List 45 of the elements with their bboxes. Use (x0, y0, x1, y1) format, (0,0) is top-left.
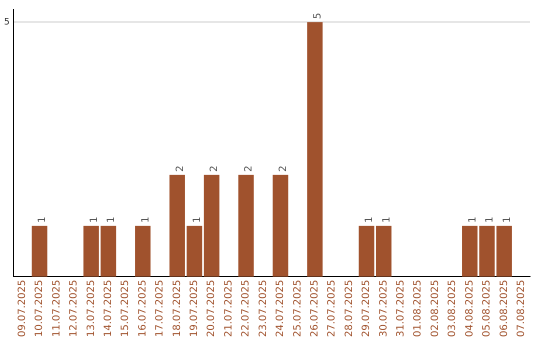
x-tick-label: 29.07.2025 (361, 280, 372, 338)
x-tick-label: 21.07.2025 (223, 280, 234, 338)
x-tick-label: 11.07.2025 (51, 280, 62, 338)
data-label: 1 (467, 216, 478, 223)
x-tick-label: 04.08.2025 (464, 280, 476, 338)
x-tick-label: 16.07.2025 (137, 280, 148, 338)
x-tick-label: 24.07.2025 (275, 280, 286, 338)
x-tick-label: 06.08.2025 (498, 280, 510, 338)
x-tick-label: 15.07.2025 (120, 280, 132, 338)
data-label: 1 (364, 216, 376, 223)
data-label: 2 (209, 166, 220, 172)
x-tick-label: 13.07.2025 (86, 280, 97, 338)
data-label: 1 (502, 216, 513, 223)
x-tick-label: 05.08.2025 (482, 280, 493, 338)
x-tick-label: 26.07.2025 (309, 280, 320, 338)
x-tick-label: 14.07.2025 (102, 280, 114, 338)
data-label: 5 (312, 12, 324, 20)
x-tick-label: 27.07.2025 (326, 280, 338, 338)
x-tick-label: 20.07.2025 (206, 280, 218, 338)
x-tick-label: 01.08.2025 (412, 280, 424, 338)
x-tick-label: 28.07.2025 (344, 280, 355, 338)
x-tick-label: 31.07.2025 (396, 280, 407, 338)
x-tick-label: 22.07.2025 (240, 280, 252, 338)
data-label: 1 (381, 216, 392, 223)
data-label: 2 (174, 166, 186, 172)
data-label: 1 (37, 216, 48, 223)
x-tick-label: 30.07.2025 (378, 280, 390, 338)
x-tick-label: 02.08.2025 (430, 280, 441, 338)
data-label: 2 (244, 166, 255, 172)
x-tick-label: 09.07.2025 (16, 280, 28, 338)
x-tick-label: 07.08.2025 (516, 280, 527, 338)
x-tick-label: 03.08.2025 (447, 280, 458, 338)
data-label: 2 (278, 166, 290, 172)
x-tick-label: 25.07.2025 (292, 280, 304, 338)
x-tick-label: 23.07.2025 (258, 280, 269, 338)
data-label: 1 (88, 216, 100, 223)
x-tick-label: 10.07.2025 (34, 280, 46, 338)
data-label: 1 (106, 216, 117, 223)
x-tick-label: 19.07.2025 (189, 280, 200, 338)
x-tick-label: 17.07.2025 (154, 280, 166, 338)
data-label: 1 (484, 216, 496, 223)
data-label: 1 (140, 216, 152, 223)
data-label: 1 (192, 216, 204, 223)
x-tick-label: 12.07.2025 (68, 280, 80, 338)
x-tick-label: 18.07.2025 (172, 280, 183, 338)
